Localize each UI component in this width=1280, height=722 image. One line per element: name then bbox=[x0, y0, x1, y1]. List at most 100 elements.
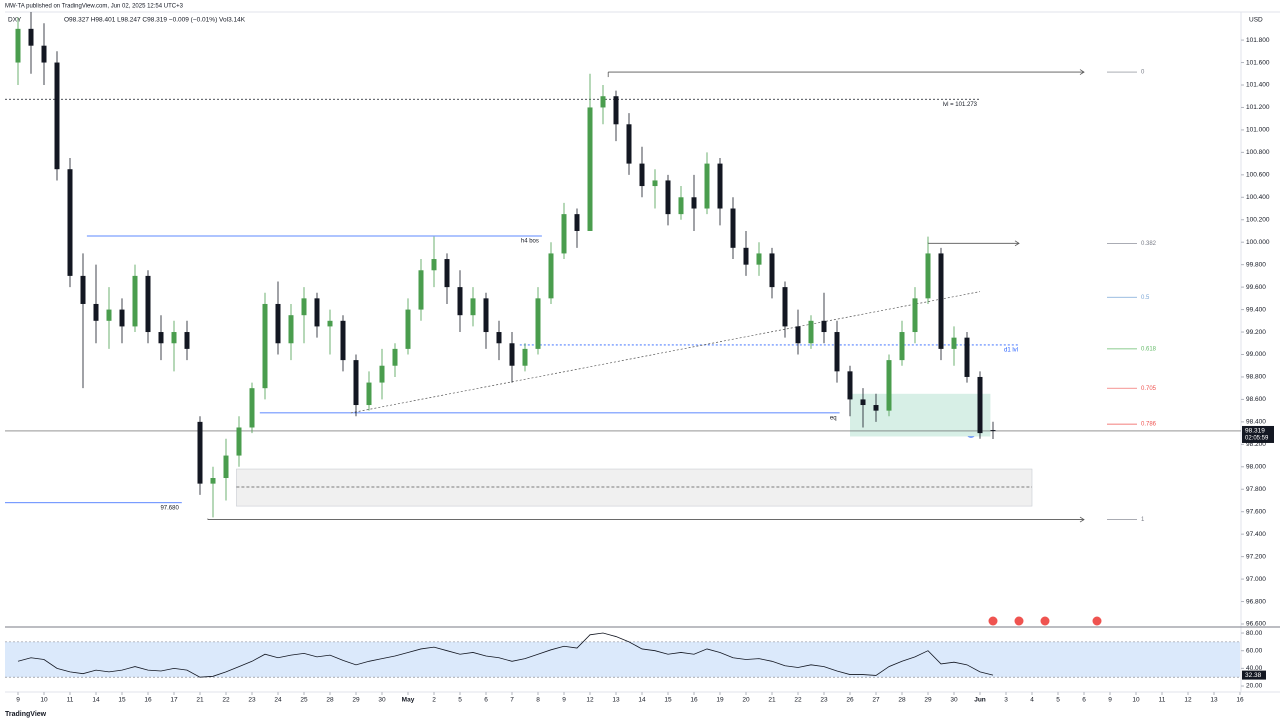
candle-body bbox=[951, 337, 957, 349]
fib-label: 0.5 bbox=[1141, 295, 1150, 301]
candle-body bbox=[119, 309, 125, 327]
candle-body bbox=[782, 287, 788, 327]
candle-body bbox=[327, 320, 333, 327]
candle-body bbox=[600, 96, 606, 108]
candle-body bbox=[899, 332, 905, 361]
candle-body bbox=[964, 337, 970, 377]
currency: USD bbox=[1249, 17, 1263, 24]
y-tick-label: 101.400 bbox=[1246, 82, 1270, 89]
rsi-last-value: 32.38 bbox=[1245, 672, 1262, 679]
level-label: lvl = 101.273 bbox=[943, 102, 978, 108]
y-tick-label: 97.600 bbox=[1246, 508, 1266, 515]
candle-body bbox=[405, 309, 411, 349]
trendline bbox=[350, 291, 981, 414]
candle-body bbox=[652, 180, 658, 187]
y-tick-label: 99.200 bbox=[1246, 329, 1266, 336]
y-tick-label: 101.200 bbox=[1246, 104, 1270, 111]
brand: TradingView bbox=[5, 711, 47, 718]
event-flag[interactable] bbox=[988, 616, 998, 626]
x-tick-label: 14 bbox=[92, 697, 100, 704]
y-tick-label: 101.600 bbox=[1246, 59, 1270, 66]
x-tick-label: 7 bbox=[510, 697, 514, 704]
rsi-badge bbox=[1242, 670, 1266, 680]
candle-body bbox=[990, 430, 996, 432]
level-label: eq bbox=[830, 415, 837, 421]
last-price: 98.319 bbox=[1245, 428, 1265, 435]
candle-body bbox=[574, 214, 580, 231]
candle-body bbox=[431, 259, 437, 271]
candle-body bbox=[275, 303, 281, 344]
candle-body bbox=[236, 427, 242, 456]
x-tick-label: 27 bbox=[872, 697, 880, 704]
candle-body bbox=[834, 332, 840, 372]
x-tick-label: Jun bbox=[974, 697, 986, 704]
x-tick-label: 29 bbox=[924, 697, 932, 704]
event-flag[interactable] bbox=[1092, 616, 1102, 626]
event-flag[interactable] bbox=[1040, 616, 1050, 626]
x-tick-label: 9 bbox=[16, 697, 20, 704]
x-tick-label: 12 bbox=[586, 697, 594, 704]
candle-body bbox=[977, 376, 983, 434]
level-label: h4 bos bbox=[521, 239, 539, 245]
candle-body bbox=[522, 348, 528, 366]
x-tick-label: 14 bbox=[638, 697, 646, 704]
candle-body bbox=[704, 163, 710, 209]
candle-body bbox=[379, 365, 385, 383]
x-tick-label: 21 bbox=[768, 697, 776, 704]
candle-body bbox=[821, 320, 827, 333]
fib-label: 0.618 bbox=[1141, 346, 1157, 352]
y-tick-label: 97.200 bbox=[1246, 553, 1266, 560]
event-flag[interactable] bbox=[1014, 616, 1024, 626]
y-tick-label: 99.400 bbox=[1246, 306, 1266, 313]
y-tick-label: 98.600 bbox=[1246, 396, 1266, 403]
y-tick-label: 100.600 bbox=[1246, 172, 1270, 179]
candle-body bbox=[366, 382, 372, 406]
x-tick-label: 13 bbox=[612, 697, 620, 704]
zone bbox=[850, 393, 991, 437]
x-tick-label: 19 bbox=[716, 697, 724, 704]
candle-body bbox=[470, 298, 476, 316]
candle-body bbox=[912, 298, 918, 333]
y-tick-label: 101.000 bbox=[1246, 127, 1270, 134]
x-tick-label: 11 bbox=[67, 697, 74, 704]
publisher: MW-TA published on TradingView.com, Jun … bbox=[5, 4, 184, 10]
candle-body bbox=[587, 107, 593, 231]
x-tick-label: 15 bbox=[664, 697, 672, 704]
rsi-tick-label: 80.00 bbox=[1246, 630, 1263, 637]
candle-body bbox=[613, 96, 619, 125]
y-tick-label: 100.200 bbox=[1246, 216, 1270, 223]
candle-body bbox=[80, 275, 86, 304]
x-tick-label: 29 bbox=[352, 697, 360, 704]
level-label: 97.680 bbox=[160, 505, 179, 511]
y-tick-label: 97.800 bbox=[1246, 486, 1266, 493]
rsi-tick-label: 40.00 bbox=[1246, 665, 1263, 672]
x-tick-label: 10 bbox=[40, 697, 48, 704]
candle-body bbox=[158, 332, 164, 344]
symbol: DXY bbox=[8, 17, 22, 24]
x-tick-label: 30 bbox=[950, 697, 958, 704]
candle-body bbox=[249, 388, 255, 428]
candle-body bbox=[873, 405, 879, 411]
x-tick-label: 12 bbox=[1184, 697, 1192, 704]
x-tick-label: 30 bbox=[378, 697, 386, 704]
y-tick-label: 100.000 bbox=[1246, 239, 1270, 246]
arrow-head bbox=[1014, 240, 1020, 247]
countdown: 02:05:59 bbox=[1245, 436, 1269, 442]
x-tick-label: 13 bbox=[1210, 697, 1218, 704]
x-tick-label: 23 bbox=[248, 697, 256, 704]
quote: O98.327 H98.401 L98.247 C98.319 −0.009 (… bbox=[64, 17, 246, 24]
y-tick-label: 97.400 bbox=[1246, 531, 1266, 538]
x-tick-label: 24 bbox=[274, 697, 282, 704]
x-tick-label: 9 bbox=[562, 697, 566, 704]
zone bbox=[236, 468, 1033, 507]
y-tick-label: 99.800 bbox=[1246, 261, 1266, 268]
x-tick-label: 5 bbox=[458, 697, 462, 704]
x-tick-label: May bbox=[402, 697, 415, 704]
candle-body bbox=[340, 320, 346, 361]
candle-body bbox=[67, 169, 73, 276]
x-tick-label: 11 bbox=[1159, 697, 1166, 704]
x-tick-label: 16 bbox=[144, 697, 152, 704]
candle-body bbox=[171, 332, 177, 344]
fib-label: 0 bbox=[1141, 70, 1145, 76]
